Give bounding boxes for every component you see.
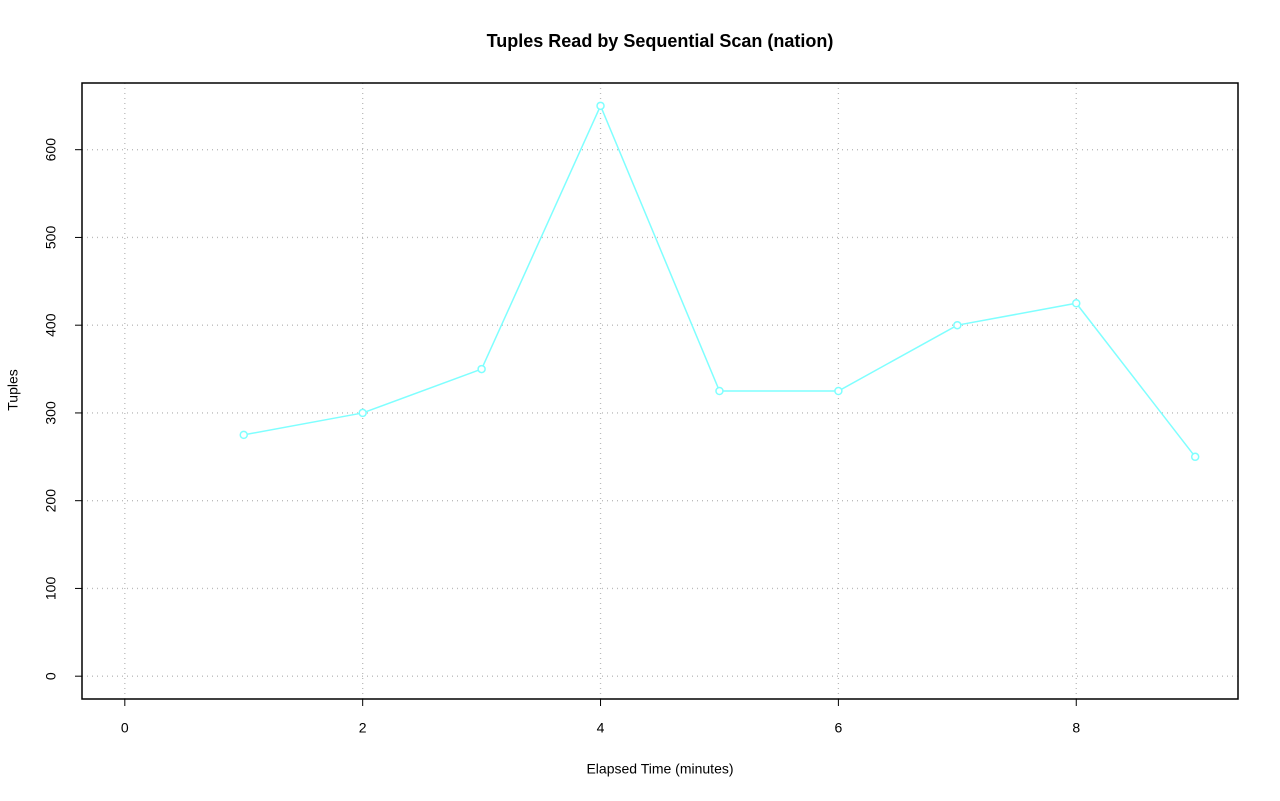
x-tick-label: 2	[359, 720, 367, 736]
x-tick-label: 8	[1072, 720, 1080, 736]
y-tick-label: 100	[43, 577, 59, 601]
x-tick-label: 0	[121, 720, 129, 736]
y-tick-label: 400	[43, 313, 59, 337]
plot-frame	[81, 82, 1239, 700]
y-axis-label: Tuples	[5, 369, 21, 411]
y-tick-label: 0	[43, 672, 59, 680]
data-point	[1190, 452, 1200, 462]
y-tick-label: 600	[43, 138, 59, 162]
data-point	[477, 364, 486, 374]
series-line	[243, 103, 1196, 458]
data-point	[715, 386, 724, 396]
y-tick-label: 300	[43, 401, 59, 425]
data-point	[596, 101, 605, 111]
y-tick-label: 200	[43, 489, 59, 513]
y-tick-label: 500	[43, 226, 59, 250]
x-axis-label: Elapsed Time (minutes)	[586, 761, 733, 777]
data-point	[358, 408, 367, 418]
x-tick-label: 6	[834, 720, 842, 736]
chart-title: Tuples Read by Sequential Scan (nation)	[487, 31, 834, 51]
data-point	[1072, 299, 1081, 308]
x-tick-label: 4	[597, 720, 605, 736]
data-point	[239, 430, 248, 440]
data-point	[953, 320, 962, 330]
data-point	[834, 386, 843, 396]
